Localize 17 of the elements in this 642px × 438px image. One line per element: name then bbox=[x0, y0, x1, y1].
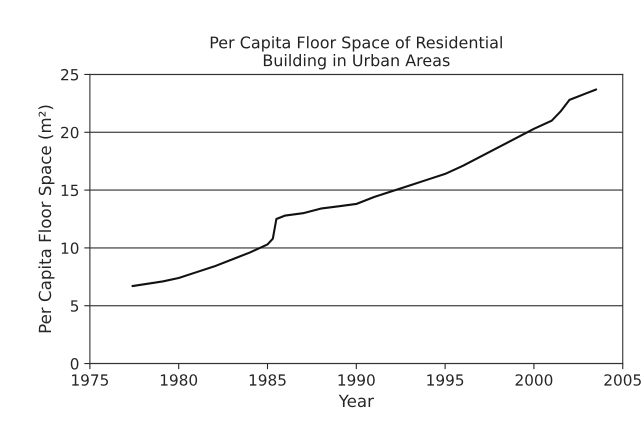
x-tick-label: 1985 bbox=[250, 374, 286, 386]
x-tick-label: 2005 bbox=[604, 374, 641, 386]
x-tick-label: 1980 bbox=[160, 374, 198, 386]
x-tick-label: 1975 bbox=[72, 374, 108, 386]
chart-title: Per Capita Floor Space of Residential Building in Urban Areas bbox=[210, 36, 502, 70]
y-tick-label: 25 bbox=[61, 68, 78, 80]
y-tick-label: 10 bbox=[62, 242, 78, 254]
y-tick-label: 20 bbox=[61, 126, 78, 138]
y-axis-title: Per Capita Floor Space (m²) bbox=[38, 106, 54, 332]
y-tick-label: 0 bbox=[70, 358, 78, 370]
x-tick-label: 1990 bbox=[338, 374, 375, 386]
line-series bbox=[131, 88, 598, 288]
y-tick-label: 5 bbox=[70, 300, 78, 312]
x-tick-label: 1995 bbox=[427, 374, 464, 386]
y-tick-label: 15 bbox=[62, 184, 78, 196]
x-tick-label: 2000 bbox=[516, 374, 552, 386]
x-axis-title: Year bbox=[338, 394, 374, 408]
